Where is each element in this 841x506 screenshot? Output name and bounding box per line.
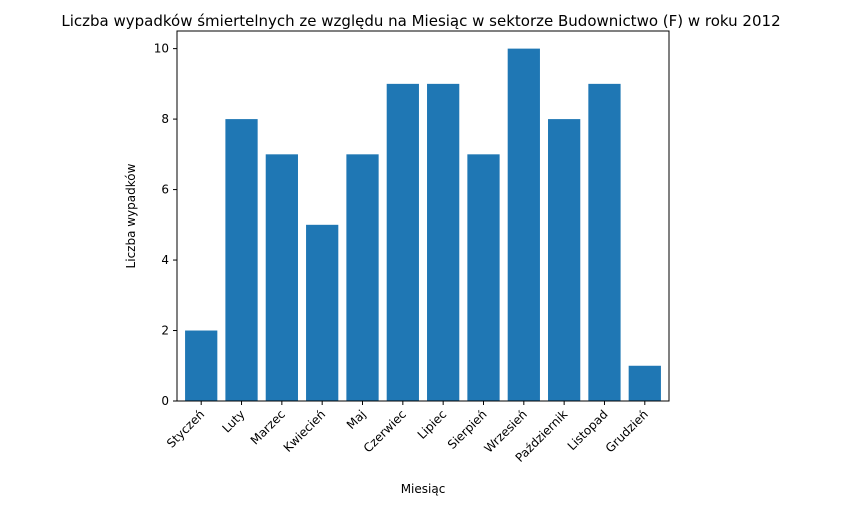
y-tick-label: 4 [161,253,169,267]
bar-Styczeń [185,330,218,401]
y-axis-label: Liczba wypadków [124,163,138,268]
bar-Maj [346,154,379,401]
bar-Sierpień [467,154,500,401]
bars-group [185,48,661,402]
bar-Lipiec [427,83,460,402]
plot-frame [176,30,670,402]
bar-Czerwiec [386,83,419,402]
y-tick-label: 8 [161,112,169,126]
x-tick-label: Luty [219,407,247,435]
x-tick-label: Kwiecień [281,407,329,455]
bar-Październik [548,119,581,401]
bar-Wrzesień [507,48,540,402]
x-tick-label: Czerwiec [361,407,409,455]
bar-Marzec [265,154,298,401]
y-tick-label: 0 [161,394,169,408]
bar-Luty [225,119,258,401]
x-tick-label: Lipiec [415,407,450,442]
x-tick-label: Marzec [248,407,288,447]
x-tick-label: Maj [344,407,369,432]
y-axis: 0 2 4 6 8 10 [154,42,177,408]
y-tick-label: 2 [161,324,169,338]
bar-Listopad [588,83,621,402]
chart-title: Liczba wypadków śmiertelnych ze względu … [61,12,780,30]
bar-Kwiecień [306,224,339,401]
y-tick-label: 6 [161,183,169,197]
y-tick-label: 10 [154,42,169,56]
x-tick-label: Styczeń [164,407,207,450]
bar-Grudzień [628,365,661,401]
x-tick-label: Grudzień [603,407,651,455]
x-axis-label: Miesiąc [401,482,446,496]
